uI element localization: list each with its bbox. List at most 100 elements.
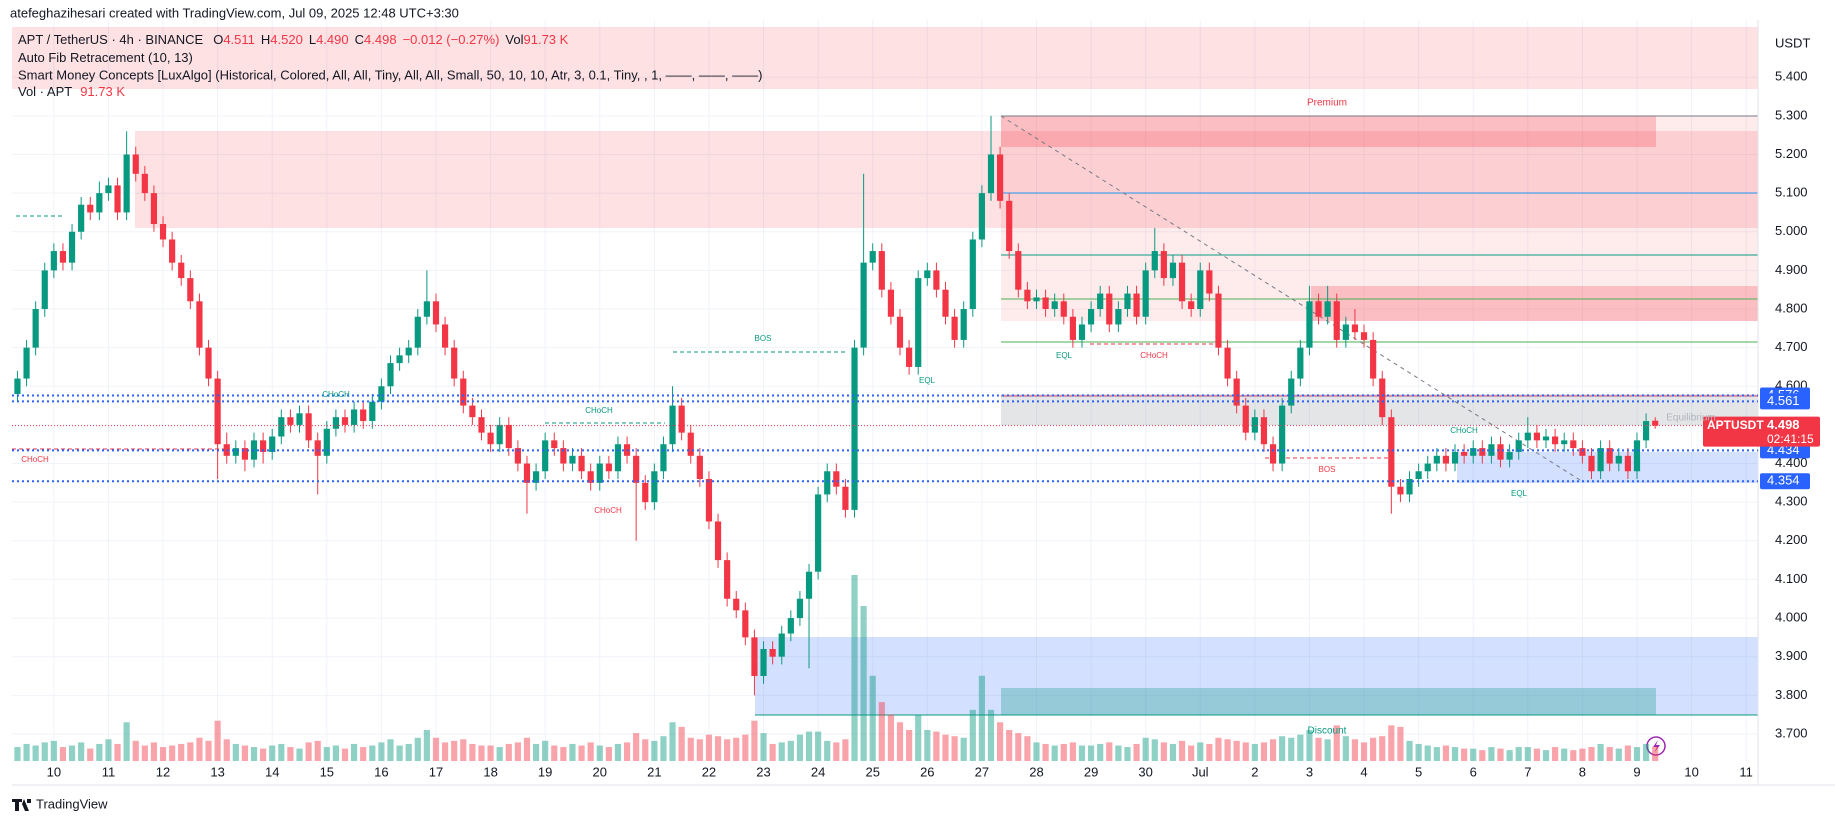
y-tick-label: 4.000 <box>1775 610 1808 625</box>
candle-body <box>187 278 194 302</box>
volume-bar <box>705 734 713 761</box>
candle-body <box>1106 293 1113 325</box>
candle-body <box>1333 301 1340 340</box>
x-tick-label: 28 <box>1029 764 1043 779</box>
volume-bar <box>1024 736 1031 761</box>
volume-bar <box>1579 748 1586 761</box>
candle-body <box>78 204 85 232</box>
volume-bar <box>542 740 549 761</box>
currency: USDT <box>1775 35 1810 50</box>
volume-bar <box>878 702 885 761</box>
x-tick-label: 27 <box>975 764 989 779</box>
volume-bar <box>287 747 294 761</box>
volume-bar <box>250 747 258 761</box>
candle-body <box>678 405 685 433</box>
candle-body <box>1379 378 1386 418</box>
volume-bar <box>1633 747 1641 761</box>
volume-bar <box>14 747 21 761</box>
candle-body <box>815 494 822 572</box>
candle-body <box>1552 436 1559 445</box>
volume-bar <box>1324 739 1331 761</box>
candle-body <box>833 471 840 487</box>
candle-body <box>1069 316 1076 340</box>
candle-body <box>423 301 430 317</box>
volume-bar <box>314 740 321 761</box>
candle-body <box>178 262 185 279</box>
volume-bar <box>851 575 858 761</box>
candle-body <box>569 455 576 464</box>
volume-bar <box>1288 737 1295 761</box>
candle-body <box>196 301 203 348</box>
candle-body <box>32 309 39 348</box>
volume-bar <box>1097 743 1104 761</box>
volume-bar <box>214 720 221 761</box>
indicator-label: Smart Money Concepts [LuxAlgo] (Historic… <box>18 67 762 82</box>
volume-bar <box>1615 748 1622 761</box>
candle-body <box>1488 444 1495 456</box>
candle-body <box>50 251 57 271</box>
volume-bar <box>796 734 804 761</box>
candle-body <box>414 316 421 348</box>
candle-body <box>1315 301 1322 317</box>
volume-bar <box>1524 747 1531 761</box>
volume-bar <box>232 743 239 761</box>
volume-bar <box>1552 747 1559 761</box>
candle-body <box>1142 270 1149 317</box>
volume-bar <box>205 740 212 761</box>
volume-bar <box>560 747 567 761</box>
volume-bar <box>623 742 631 761</box>
volume-bar <box>1269 739 1277 761</box>
volume-bar <box>1360 742 1368 761</box>
volume-bar <box>414 737 421 761</box>
candle-body <box>869 251 876 263</box>
candle-body <box>1570 440 1577 449</box>
y-tick-label: 4.100 <box>1775 571 1808 586</box>
x-tick-label: 13 <box>210 764 224 779</box>
annotation: BOS <box>755 334 772 343</box>
candle-body <box>660 444 667 472</box>
y-tick-label: 5.000 <box>1775 223 1808 238</box>
volume-bar <box>1279 736 1286 761</box>
volume-bar <box>505 743 512 761</box>
volume-bar <box>123 722 130 761</box>
candle-body <box>1006 200 1013 252</box>
volume-bar <box>1488 747 1495 761</box>
volume-bar <box>733 737 740 761</box>
volume-bar <box>587 742 594 761</box>
candle-body <box>441 324 449 348</box>
candle-body <box>1297 347 1304 379</box>
candle-body <box>23 347 30 379</box>
candle-body <box>132 154 139 174</box>
candle-body <box>360 409 367 422</box>
y-tick-label: 5.200 <box>1775 146 1808 161</box>
candle-body <box>451 347 458 379</box>
volume-bar <box>1415 743 1422 761</box>
x-tick-label: 5 <box>1415 764 1422 779</box>
volume-bar <box>150 742 158 761</box>
volume-bar <box>1388 725 1395 761</box>
x-tick-label: 21 <box>647 764 661 779</box>
x-tick-label: 4 <box>1360 764 1367 779</box>
candle-body <box>87 204 94 213</box>
volume-bar <box>196 737 203 761</box>
volume-bar <box>1197 742 1204 761</box>
x-tick-label: 18 <box>483 764 497 779</box>
x-tick-label: 15 <box>320 764 334 779</box>
candle-body <box>514 448 521 464</box>
candle-body <box>542 440 549 472</box>
volume-bar <box>332 745 339 761</box>
volume-bar <box>351 743 358 761</box>
volume-bar <box>1169 743 1177 761</box>
candle-body <box>305 413 312 441</box>
x-tick-label: 3 <box>1306 764 1313 779</box>
volume-bar <box>1342 736 1349 761</box>
x-tick-label: 2 <box>1251 764 1258 779</box>
candle-body <box>1351 324 1359 333</box>
ohlc-value: 4.498 <box>364 32 397 47</box>
candle-body <box>1624 455 1631 472</box>
candle-body <box>269 436 276 452</box>
volume-bar <box>596 745 603 761</box>
candle-body <box>387 363 394 387</box>
volume-bar <box>68 745 76 761</box>
